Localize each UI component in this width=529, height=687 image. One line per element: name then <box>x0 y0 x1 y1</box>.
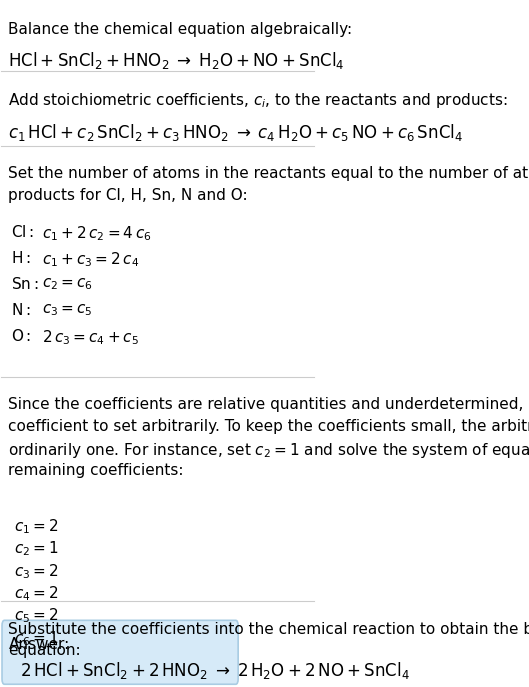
Text: $c_1 + 2\,c_2 = 4\,c_6$: $c_1 + 2\,c_2 = 4\,c_6$ <box>42 225 151 243</box>
Text: Set the number of atoms in the reactants equal to the number of atoms in the: Set the number of atoms in the reactants… <box>7 166 529 181</box>
Text: remaining coefficients:: remaining coefficients: <box>7 462 183 477</box>
Text: $c_2 = c_6$: $c_2 = c_6$ <box>42 276 93 292</box>
Text: Answer:: Answer: <box>9 637 70 652</box>
Text: $c_2 = 1$: $c_2 = 1$ <box>14 539 59 558</box>
Text: $\mathrm{HCl} + \mathrm{SnCl_2} + \mathrm{HNO_2}\;\rightarrow\;\mathrm{H_2O} + \: $\mathrm{HCl} + \mathrm{SnCl_2} + \mathr… <box>7 50 344 71</box>
Text: Balance the chemical equation algebraically:: Balance the chemical equation algebraica… <box>7 22 352 37</box>
Text: $c_4 = 2$: $c_4 = 2$ <box>14 584 58 603</box>
Text: $c_3 = 2$: $c_3 = 2$ <box>14 562 58 581</box>
Text: $c_1\,\mathrm{HCl} + c_2\,\mathrm{SnCl_2} + c_3\,\mathrm{HNO_2}\;\rightarrow\;c_: $c_1\,\mathrm{HCl} + c_2\,\mathrm{SnCl_2… <box>7 122 463 144</box>
Text: $c_1 = 2$: $c_1 = 2$ <box>14 517 58 536</box>
Text: $\mathrm{O}:$: $\mathrm{O}:$ <box>11 328 31 344</box>
Text: $2\,c_3 = c_4 + c_5$: $2\,c_3 = c_4 + c_5$ <box>42 328 139 346</box>
Text: Substitute the coefficients into the chemical reaction to obtain the balanced: Substitute the coefficients into the che… <box>7 622 529 637</box>
Text: coefficient to set arbitrarily. To keep the coefficients small, the arbitrary va: coefficient to set arbitrarily. To keep … <box>7 419 529 434</box>
Text: $c_6 = 1$: $c_6 = 1$ <box>14 629 59 648</box>
FancyBboxPatch shape <box>2 620 238 684</box>
Text: $\mathrm{N}:$: $\mathrm{N}:$ <box>11 302 31 318</box>
Text: $c_5 = 2$: $c_5 = 2$ <box>14 607 58 625</box>
Text: $\mathrm{H}:$: $\mathrm{H}:$ <box>11 250 31 267</box>
Text: $\mathrm{Cl}:$: $\mathrm{Cl}:$ <box>11 225 34 240</box>
Text: $\mathrm{Sn}:$: $\mathrm{Sn}:$ <box>11 276 39 292</box>
Text: Add stoichiometric coefficients, $c_i$, to the reactants and products:: Add stoichiometric coefficients, $c_i$, … <box>7 91 507 110</box>
Text: $c_1 + c_3 = 2\,c_4$: $c_1 + c_3 = 2\,c_4$ <box>42 250 139 269</box>
Text: equation:: equation: <box>7 644 80 658</box>
Text: ordinarily one. For instance, set $c_2 = 1$ and solve the system of equations fo: ordinarily one. For instance, set $c_2 =… <box>7 441 529 460</box>
Text: $2\,\mathrm{HCl} + \mathrm{SnCl_2} + 2\,\mathrm{HNO_2}\;\rightarrow\;2\,\mathrm{: $2\,\mathrm{HCl} + \mathrm{SnCl_2} + 2\,… <box>20 660 410 681</box>
Text: products for Cl, H, Sn, N and O:: products for Cl, H, Sn, N and O: <box>7 188 247 203</box>
Text: Since the coefficients are relative quantities and underdetermined, choose a: Since the coefficients are relative quan… <box>7 397 529 412</box>
Text: $c_3 = c_5$: $c_3 = c_5$ <box>42 302 93 317</box>
